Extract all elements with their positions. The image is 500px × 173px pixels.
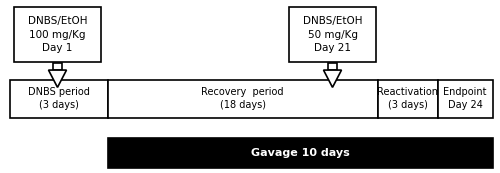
FancyBboxPatch shape: [10, 80, 108, 118]
Polygon shape: [328, 63, 337, 70]
FancyBboxPatch shape: [438, 80, 492, 118]
FancyBboxPatch shape: [108, 80, 378, 118]
Text: Gavage 10 days: Gavage 10 days: [250, 148, 350, 158]
Text: DNBS period
(3 days): DNBS period (3 days): [28, 87, 90, 110]
Polygon shape: [48, 70, 66, 87]
Text: DNBS/EtOH
100 mg/Kg
Day 1: DNBS/EtOH 100 mg/Kg Day 1: [28, 16, 88, 53]
FancyBboxPatch shape: [14, 7, 101, 62]
FancyBboxPatch shape: [289, 7, 376, 62]
Text: Reactivation
(3 days): Reactivation (3 days): [377, 87, 438, 110]
Polygon shape: [324, 70, 342, 87]
Text: DNBS/EtOH
50 mg/Kg
Day 21: DNBS/EtOH 50 mg/Kg Day 21: [303, 16, 362, 53]
Text: Recovery  period
(18 days): Recovery period (18 days): [201, 87, 284, 110]
Polygon shape: [53, 63, 62, 70]
FancyBboxPatch shape: [378, 80, 438, 118]
Text: Endpoint
Day 24: Endpoint Day 24: [443, 87, 486, 110]
FancyBboxPatch shape: [108, 138, 492, 168]
